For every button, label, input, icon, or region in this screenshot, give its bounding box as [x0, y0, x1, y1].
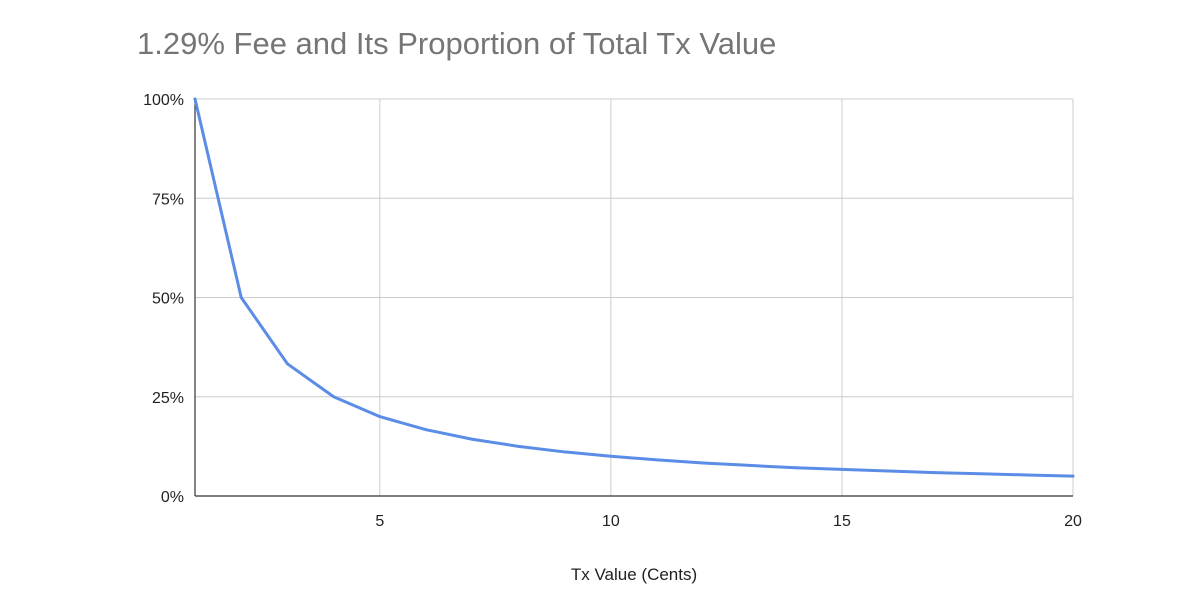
x-tick-label: 15 [833, 513, 851, 530]
data-point [748, 464, 751, 467]
x-tick-label: 10 [602, 513, 620, 530]
x-tick-label: 5 [375, 513, 384, 530]
data-point [701, 461, 705, 465]
data-point [932, 471, 936, 474]
data-point [424, 428, 428, 432]
data-point [378, 415, 382, 418]
data-point [286, 362, 289, 366]
x-axis-ticks: 5 10 15 20 [375, 513, 1082, 530]
data-point [794, 466, 798, 470]
data-point [655, 458, 659, 462]
axes [194, 99, 1073, 497]
grid-lines [195, 98, 1074, 496]
series-layer [193, 97, 1075, 478]
data-point [332, 395, 336, 399]
data-point [840, 468, 844, 471]
x-axis-title: Tx Value (Cents) [571, 565, 697, 584]
data-point [1025, 473, 1029, 477]
data-point [470, 437, 474, 441]
chart-title: 1.29% Fee and Its Proportion of Total Tx… [137, 26, 777, 61]
series-line [193, 97, 1075, 478]
y-tick-label: 100% [143, 92, 184, 109]
data-point [1071, 474, 1075, 478]
y-axis-ticks: 0% 25% 50% 75% 100% [143, 92, 184, 506]
x-tick-label: 20 [1064, 513, 1082, 530]
y-tick-label: 50% [152, 291, 184, 308]
y-tick-label: 75% [152, 191, 184, 208]
data-point [239, 296, 243, 299]
data-point [193, 97, 197, 101]
y-tick-label: 25% [152, 390, 184, 407]
y-tick-label: 0% [161, 489, 184, 506]
data-point [517, 444, 520, 448]
data-point [609, 454, 613, 458]
data-point [886, 469, 890, 473]
data-point [979, 472, 982, 476]
data-point [563, 450, 567, 454]
